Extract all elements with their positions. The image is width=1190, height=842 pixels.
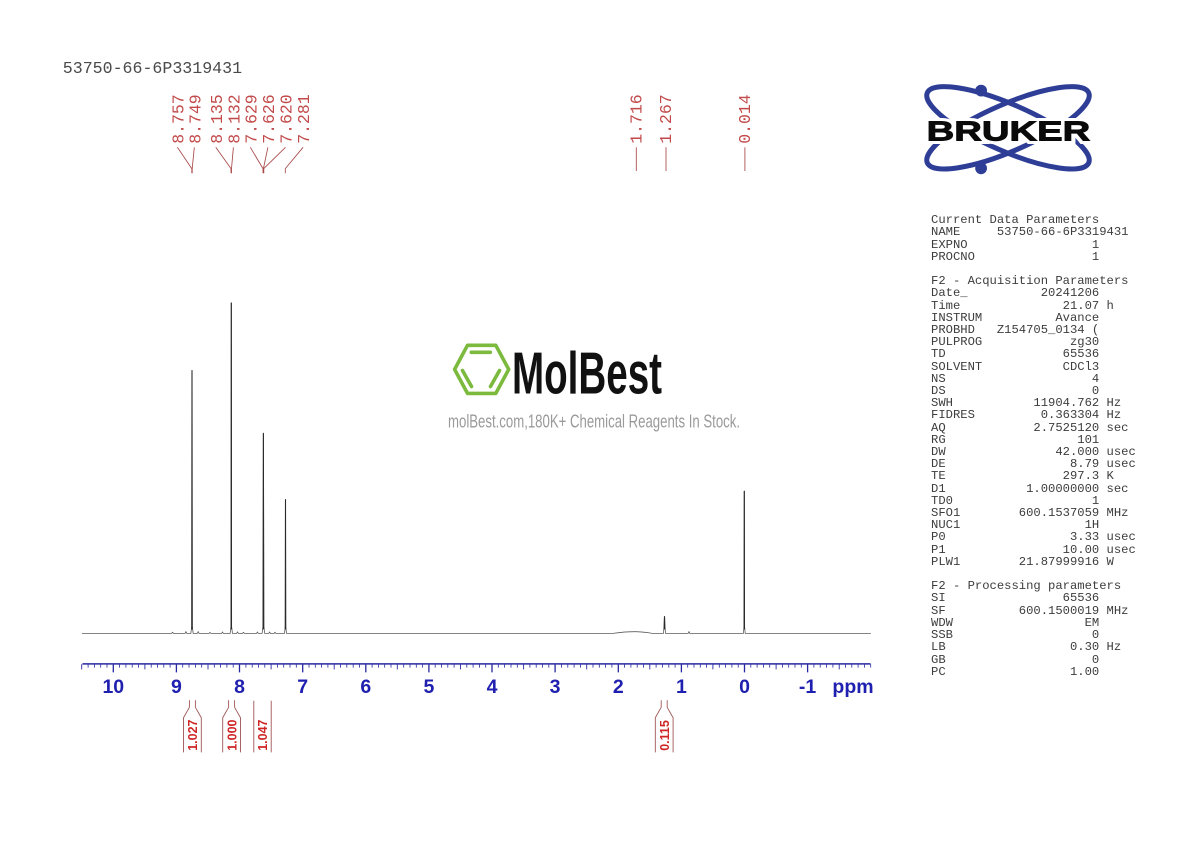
svg-text:ppm: ppm xyxy=(832,676,873,698)
svg-text:7.620: 7.620 xyxy=(278,94,297,144)
svg-text:0: 0 xyxy=(739,676,750,698)
svg-text:9: 9 xyxy=(171,676,182,698)
svg-text:1.716: 1.716 xyxy=(627,94,646,144)
svg-text:8.749: 8.749 xyxy=(186,94,205,144)
svg-text:8.757: 8.757 xyxy=(169,94,188,144)
svg-text:8.132: 8.132 xyxy=(225,94,244,144)
svg-text:1: 1 xyxy=(676,676,687,698)
svg-text:10: 10 xyxy=(102,676,124,698)
svg-text:BRUKER: BRUKER xyxy=(927,115,1090,146)
svg-text:7.626: 7.626 xyxy=(260,94,279,144)
svg-text:7.629: 7.629 xyxy=(242,94,261,144)
svg-text:4: 4 xyxy=(487,676,498,698)
svg-text:1.000: 1.000 xyxy=(225,719,239,750)
svg-text:BRUKER: BRUKER xyxy=(927,115,1090,146)
svg-text:molBest.com,180K+ Chemical Rea: molBest.com,180K+ Chemical Reagents In S… xyxy=(448,411,740,432)
svg-text:8.135: 8.135 xyxy=(208,94,227,144)
svg-text:5: 5 xyxy=(423,676,434,698)
svg-text:1.027: 1.027 xyxy=(186,719,200,750)
svg-text:0.115: 0.115 xyxy=(658,720,672,751)
svg-text:3: 3 xyxy=(550,676,561,698)
svg-text:0.014: 0.014 xyxy=(736,94,755,144)
svg-text:-1: -1 xyxy=(799,676,816,698)
svg-text:2: 2 xyxy=(613,676,624,698)
svg-text:7.281: 7.281 xyxy=(295,94,314,144)
svg-text:1.047: 1.047 xyxy=(256,719,270,750)
svg-text:8: 8 xyxy=(234,676,245,698)
svg-text:1.267: 1.267 xyxy=(657,94,676,144)
svg-text:MolBest: MolBest xyxy=(512,341,662,407)
svg-text:6: 6 xyxy=(360,676,371,698)
svg-text:7: 7 xyxy=(297,676,308,698)
